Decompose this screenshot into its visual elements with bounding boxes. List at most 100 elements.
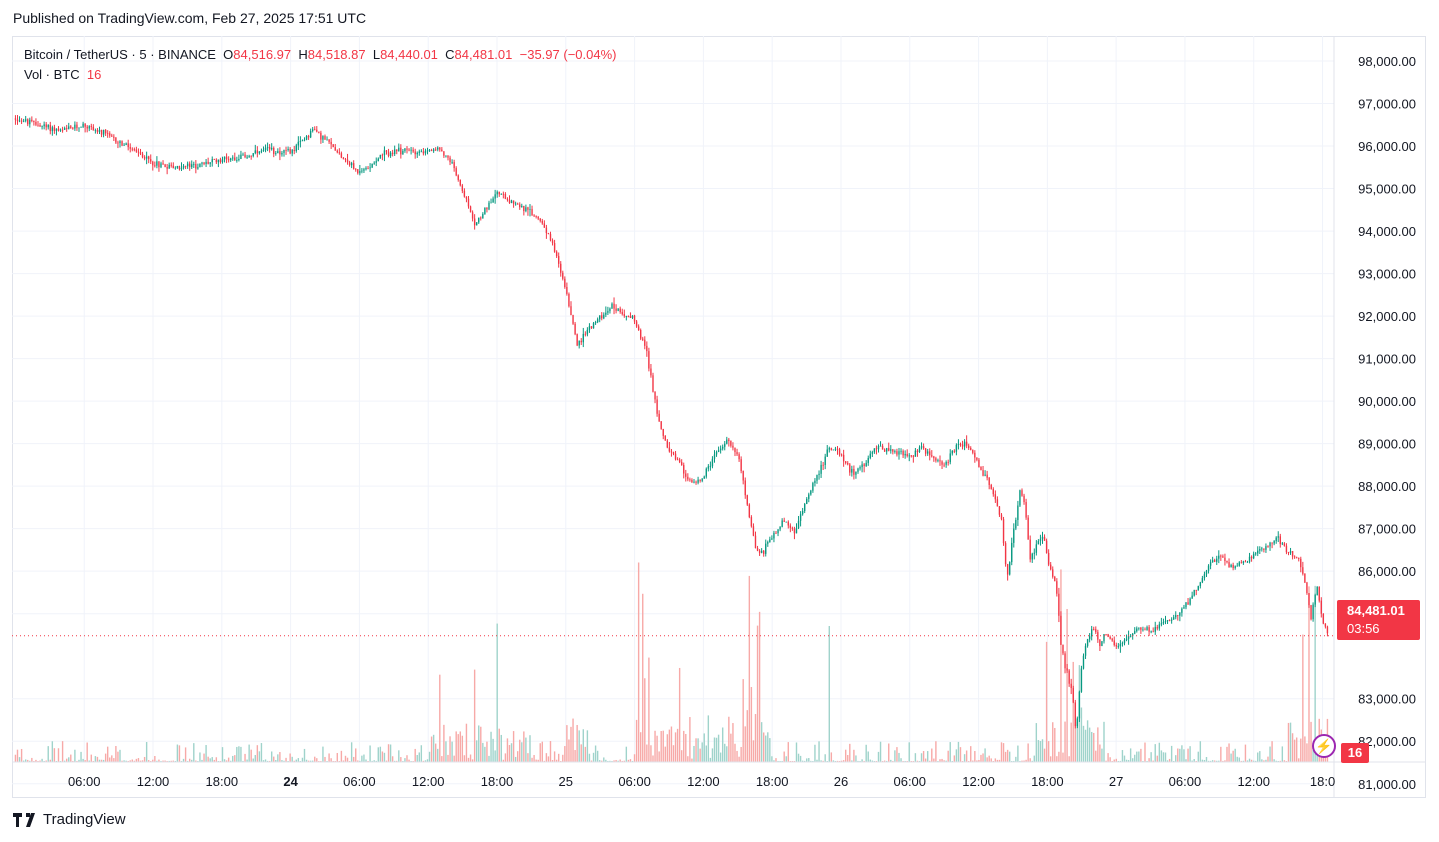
candle-body [504,193,507,199]
volume-bar [186,760,189,762]
candle-body [836,448,839,450]
tradingview-brand[interactable]: TradingView [13,811,126,828]
volume-bar [100,759,103,762]
volume-bar [373,760,375,762]
candle-body [20,120,23,122]
volume-bar [215,757,218,762]
candle-body [879,445,882,447]
candle-body [834,448,837,450]
volume-bar [744,726,746,762]
volume-bar [1049,756,1052,762]
volume-bar [113,758,115,762]
volume-bar [699,748,701,762]
candle-body [33,121,35,123]
candle-body [318,131,320,133]
candle-body [1234,566,1236,569]
volume-bar [1193,759,1195,762]
volume-bar [193,743,195,762]
candle-body [666,440,669,448]
candle-body [756,548,759,551]
volume-bar [1170,745,1173,762]
candle-body [826,449,828,457]
volume-bar [519,739,521,762]
volume-bar [39,760,41,762]
x-tick-label: 06:00 [68,774,101,789]
candle-body [1295,557,1298,559]
volume-bar [486,741,488,762]
volume-bar [926,751,929,762]
candle-body [1298,557,1300,559]
candle-body [119,141,121,144]
candle-body [217,159,220,163]
legend-symbol[interactable]: Bitcoin / TetherUS · 5 · BINANCE [24,47,216,62]
volume-bar [793,760,796,762]
candle-body [418,151,420,153]
volume-bar [576,724,578,762]
candle-body [888,448,890,451]
volume-bar [16,749,19,762]
volume-bar [1101,748,1103,762]
candle-body [582,333,584,343]
candle-body [1078,691,1081,719]
candle-body [1187,602,1189,605]
candle-body [1168,620,1171,621]
candle-body [1324,623,1327,627]
volume-bar [90,754,92,762]
lightning-icon[interactable]: ⚡ [1312,734,1336,758]
volume-bar [1068,756,1070,762]
volume-bar [281,760,283,762]
candle-body [314,129,316,131]
candle-body [461,185,464,191]
candle-body [1129,635,1132,637]
candle-body [842,454,845,462]
volume-bar [871,760,874,762]
volume-bar [762,732,765,762]
x-tick-label: 18:00 [756,774,789,789]
volume-bar [357,760,359,762]
candle-body [1263,548,1265,550]
volume-bar [605,759,607,762]
candle-body [592,323,595,329]
legend-volume-label[interactable]: Vol · BTC [24,67,80,82]
volume-bar [1105,760,1107,762]
candle-body [662,428,664,436]
candlestick-chart[interactable]: 98,000.00 97,000.00 96,000.00 95,000.00 94,0… [12,36,1426,798]
volume-bar [654,730,656,762]
legend-high-label: H [298,47,308,62]
candle-body [57,128,60,131]
volume-bar [20,748,23,762]
candle-body [164,164,166,167]
candle-body [1211,560,1214,563]
candle-body [705,468,707,477]
candle-body [656,399,658,414]
volume-bar [1209,760,1212,762]
volume-bar [314,756,316,762]
candle-body [170,164,172,166]
candle-body [428,150,431,152]
candle-body [539,218,541,221]
volume-bar [1138,751,1140,762]
volume-bar [1117,760,1120,762]
candle-body [883,449,886,452]
volume-bar [410,760,412,762]
candle-body [147,156,150,160]
volume-bar [943,760,945,762]
volume-bar [1304,736,1306,762]
volume-bar [719,752,722,762]
volume-bar [102,759,105,762]
candle-body [748,504,751,518]
candle-body [1074,702,1076,727]
candle-body [512,200,515,204]
candle-body [810,490,812,495]
bar-countdown: 03:56 [1347,621,1380,636]
volume-bar [539,743,541,762]
candle-body [180,167,183,170]
x-tick-label: 06:00 [343,774,376,789]
candle-body [1090,629,1093,637]
volume-bar [898,752,900,762]
volume-bar [78,759,80,762]
volume-bar [904,760,906,762]
volume-bar [853,749,855,762]
candle-body [1142,629,1144,631]
volume-bar [240,746,242,762]
